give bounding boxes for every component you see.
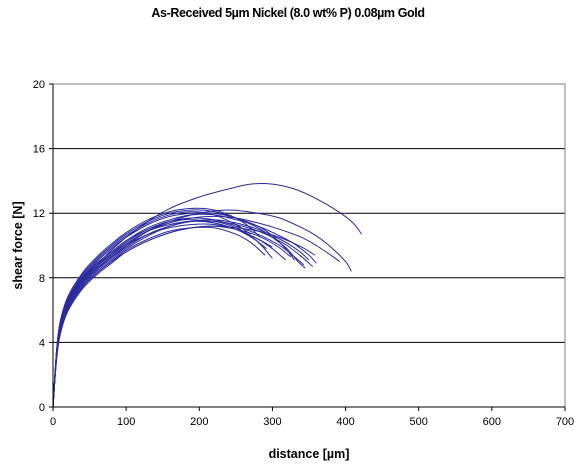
x-tick-label-5: 500	[410, 416, 428, 428]
series-line-12	[52, 219, 267, 408]
y-tick-label-5: 20	[33, 79, 45, 91]
x-tick-label-0: 0	[50, 416, 56, 428]
series-line-10	[52, 225, 316, 408]
x-tick-label-4: 400	[336, 416, 354, 428]
y-tick-label-4: 16	[33, 144, 45, 156]
series-line-18	[52, 207, 261, 408]
series-line-8	[52, 220, 273, 408]
y-tick-label-0: 0	[39, 402, 45, 414]
series-line-14	[52, 211, 251, 408]
series-line-13	[52, 225, 292, 408]
x-tick-label-6: 600	[483, 416, 501, 428]
y-tick-label-1: 4	[39, 337, 45, 349]
x-tick-label-2: 200	[190, 416, 208, 428]
series-line-17	[52, 217, 305, 408]
y-tick-label-3: 12	[33, 208, 45, 220]
x-tick-label-1: 100	[117, 416, 135, 428]
tick-labels: 0 100 200 300 400 500 600 700 0 4 8 12 16 20	[33, 79, 574, 428]
x-tick-label-7: 700	[556, 416, 574, 428]
gridlines	[53, 83, 565, 343]
series-line-3	[52, 213, 317, 408]
series-line-5	[52, 226, 266, 408]
series-lines	[52, 183, 363, 408]
axes	[49, 83, 566, 411]
series-line-16	[52, 223, 273, 408]
y-tick-label-2: 8	[39, 273, 45, 285]
series-line-4	[52, 209, 306, 408]
x-axis-label: distance [µm]	[269, 447, 350, 461]
y-axis-label: shear force [N]	[11, 201, 25, 289]
plot-area-frame	[52, 83, 566, 408]
chart-title: As-Received 5µm Nickel (8.0 wt% P) 0.08µ…	[151, 6, 425, 20]
series-line-6	[52, 220, 314, 408]
x-tick-label-3: 300	[263, 416, 281, 428]
series-line-11	[52, 220, 286, 408]
